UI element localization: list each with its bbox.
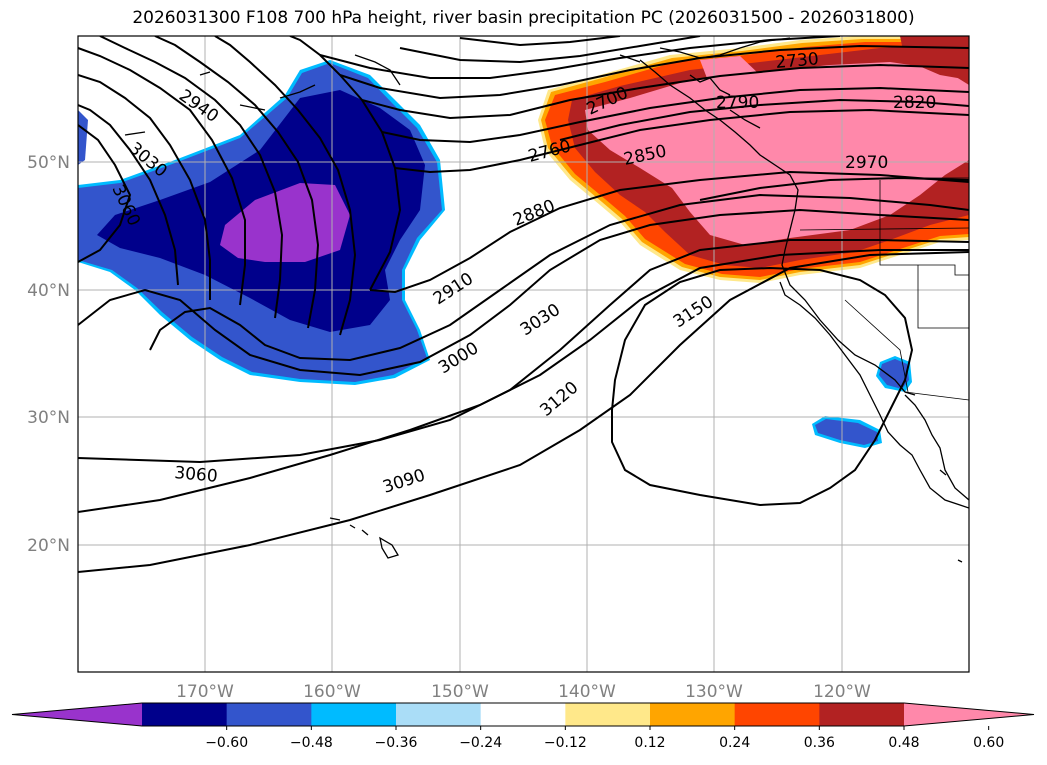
colorbar-tick-label: 0.36 xyxy=(804,735,835,751)
colorbar-extend-min xyxy=(12,703,142,726)
colorbar-tick-label: −0.48 xyxy=(290,735,333,751)
colorbar-tick-label: −0.12 xyxy=(544,735,587,751)
height-contours xyxy=(78,36,969,573)
lat-label-50n: 50°N xyxy=(27,153,70,173)
colorbar-tick-label: −0.24 xyxy=(459,735,502,751)
lon-label-120w: 120°W xyxy=(813,682,871,702)
contour-label-2820: 2820 xyxy=(893,93,936,113)
colorbar-swatch xyxy=(396,703,482,726)
map-title: 2026031300 F108 700 hPa height, river ba… xyxy=(132,8,915,28)
graticule xyxy=(78,36,969,672)
longitude-labels: 170°W 160°W 150°W 140°W 130°W 120°W xyxy=(176,682,871,702)
contour-label-3060-south: 3060 xyxy=(174,463,219,487)
lon-label-150w: 150°W xyxy=(431,682,489,702)
lon-label-160w: 160°W xyxy=(303,682,361,702)
lat-label-40n: 40°N xyxy=(27,281,70,301)
lon-label-170w: 170°W xyxy=(176,682,234,702)
colorbar-tick-label: 0.60 xyxy=(973,735,1004,751)
negative-patch-baja xyxy=(812,416,882,448)
colorbar-extend-max xyxy=(904,703,1034,726)
lon-label-130w: 130°W xyxy=(685,682,743,702)
colorbar-swatch xyxy=(565,703,651,726)
colorbar-swatch xyxy=(480,703,566,726)
colorbar-swatch xyxy=(142,703,228,726)
colorbar-outline xyxy=(11,702,1035,727)
negative-anomaly-region xyxy=(78,60,445,385)
contour-label-2790: 2790 xyxy=(716,93,759,113)
latitude-labels: 50°N 40°N 30°N 20°N xyxy=(27,153,70,556)
colorbar-tick-label: 0.24 xyxy=(719,735,750,751)
political-borders xyxy=(799,177,969,401)
colorbar-tick-label: 0.12 xyxy=(634,735,665,751)
colorbar-swatch xyxy=(819,703,905,726)
contour-label-2730: 2730 xyxy=(775,49,820,73)
lat-label-20n: 20°N xyxy=(27,536,70,556)
contour-label-2970: 2970 xyxy=(845,153,888,173)
plot-frame xyxy=(77,35,970,673)
colorbar-swatch xyxy=(650,703,736,726)
colorbar-swatch xyxy=(226,703,312,726)
colorbar-tick-label: −0.36 xyxy=(375,735,418,751)
colorbar-swatch xyxy=(311,703,397,726)
colorbar-tick-label: 0.48 xyxy=(888,735,919,751)
colorbar-tick-label: −0.60 xyxy=(205,735,248,751)
colorbar-swatch xyxy=(734,703,820,726)
colorbar: −0.60 −0.48 −0.36 −0.24 −0.12 0.12 0.24 0.36 0.4… xyxy=(11,702,1035,751)
lon-label-140w: 140°W xyxy=(558,682,616,702)
lat-label-30n: 30°N xyxy=(27,408,70,428)
